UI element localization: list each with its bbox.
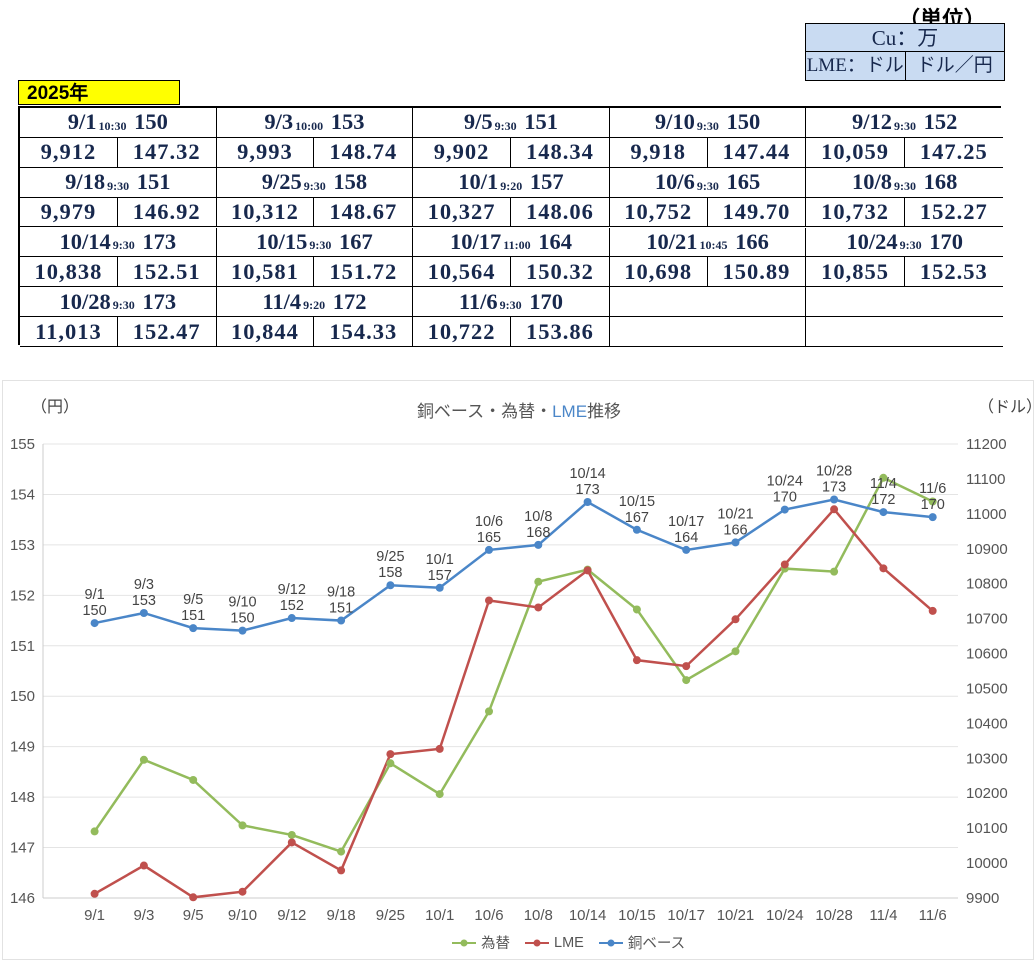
- svg-text:11100: 11100: [966, 471, 1006, 488]
- svg-text:150: 150: [10, 688, 35, 705]
- svg-text:155: 155: [10, 436, 35, 453]
- svg-text:151: 151: [181, 608, 205, 624]
- svg-text:10200: 10200: [966, 785, 1008, 802]
- svg-text:9/3: 9/3: [133, 907, 154, 924]
- svg-text:152: 152: [10, 587, 35, 604]
- svg-text:10/8: 10/8: [524, 509, 552, 525]
- svg-text:167: 167: [625, 510, 649, 526]
- svg-text:173: 173: [822, 479, 846, 495]
- svg-text:11200: 11200: [966, 436, 1007, 453]
- svg-text:10/6: 10/6: [475, 514, 503, 530]
- svg-text:9/1: 9/1: [85, 587, 105, 603]
- svg-text:151: 151: [10, 638, 35, 655]
- svg-text:9/25: 9/25: [376, 907, 405, 924]
- svg-text:170: 170: [921, 497, 945, 513]
- svg-text:10/17: 10/17: [668, 514, 704, 530]
- svg-text:173: 173: [575, 482, 599, 498]
- svg-text:150: 150: [230, 611, 254, 627]
- svg-text:151: 151: [329, 601, 353, 617]
- svg-text:10/1: 10/1: [426, 552, 454, 568]
- svg-text:10/28: 10/28: [816, 463, 852, 479]
- svg-text:152: 152: [280, 598, 304, 614]
- svg-text:9/18: 9/18: [326, 907, 355, 924]
- svg-text:9/12: 9/12: [277, 907, 306, 924]
- svg-text:9900: 9900: [966, 890, 999, 907]
- svg-text:9/1: 9/1: [84, 907, 105, 924]
- svg-text:9/10: 9/10: [228, 595, 256, 611]
- svg-text:10100: 10100: [966, 820, 1008, 837]
- svg-text:9/5: 9/5: [183, 592, 203, 608]
- svg-text:157: 157: [428, 568, 452, 584]
- svg-text:10300: 10300: [966, 750, 1008, 767]
- svg-text:10/28: 10/28: [815, 907, 853, 924]
- svg-text:11/6: 11/6: [919, 481, 946, 497]
- svg-text:168: 168: [526, 525, 550, 541]
- svg-text:150: 150: [82, 603, 106, 619]
- svg-text:9/5: 9/5: [183, 907, 204, 924]
- svg-text:10800: 10800: [966, 576, 1008, 593]
- svg-text:164: 164: [674, 530, 698, 546]
- svg-text:9/25: 9/25: [376, 549, 404, 565]
- svg-text:10/8: 10/8: [524, 907, 553, 924]
- svg-text:166: 166: [723, 522, 747, 538]
- svg-text:10/21: 10/21: [717, 506, 753, 522]
- svg-text:10700: 10700: [966, 611, 1008, 628]
- svg-text:10000: 10000: [966, 855, 1008, 872]
- svg-text:11/6: 11/6: [919, 907, 947, 924]
- svg-text:146: 146: [10, 890, 35, 907]
- svg-text:10/6: 10/6: [474, 907, 503, 924]
- svg-text:10/15: 10/15: [618, 907, 656, 924]
- svg-text:170: 170: [773, 490, 797, 506]
- svg-text:10/21: 10/21: [717, 907, 755, 924]
- svg-text:147: 147: [10, 840, 35, 857]
- svg-text:11/4: 11/4: [870, 476, 897, 492]
- svg-text:9/12: 9/12: [278, 582, 306, 598]
- svg-text:9/18: 9/18: [327, 585, 355, 601]
- svg-text:10/17: 10/17: [667, 907, 705, 924]
- svg-text:10400: 10400: [966, 715, 1008, 732]
- svg-text:154: 154: [10, 486, 35, 503]
- svg-text:9/3: 9/3: [134, 577, 154, 593]
- svg-text:10/1: 10/1: [425, 907, 454, 924]
- svg-text:10/24: 10/24: [766, 907, 804, 924]
- svg-text:10500: 10500: [966, 680, 1008, 697]
- svg-text:11000: 11000: [966, 506, 1007, 523]
- svg-text:10/14: 10/14: [569, 907, 607, 924]
- svg-text:149: 149: [10, 739, 35, 756]
- svg-text:10900: 10900: [966, 541, 1008, 558]
- svg-text:10/24: 10/24: [767, 474, 803, 490]
- svg-text:10/15: 10/15: [619, 494, 655, 510]
- svg-text:153: 153: [132, 593, 156, 609]
- svg-text:10600: 10600: [966, 646, 1008, 663]
- svg-text:11/4: 11/4: [869, 907, 897, 924]
- svg-text:153: 153: [10, 537, 35, 554]
- svg-text:10/14: 10/14: [569, 466, 605, 482]
- svg-text:172: 172: [871, 492, 895, 508]
- svg-text:9/10: 9/10: [228, 907, 257, 924]
- svg-text:148: 148: [10, 789, 35, 806]
- svg-text:165: 165: [477, 530, 501, 546]
- svg-text:158: 158: [378, 565, 402, 581]
